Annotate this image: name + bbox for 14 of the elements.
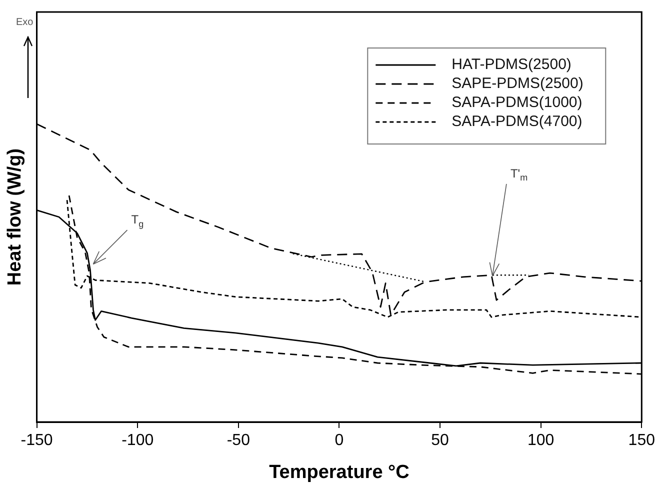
legend-label: SAPE-PDMS(2500) [452, 75, 584, 92]
text: Exo [16, 16, 34, 28]
x-tick-label: -150 [20, 432, 53, 450]
legend-label: HAT-PDMS(2500) [452, 56, 572, 74]
legend-label: SAPA-PDMS(1000) [452, 94, 582, 112]
y-axis-title: Heat flow (W/g) [4, 148, 26, 286]
x-tick-label: 150 [628, 432, 656, 450]
x-tick-label: 50 [431, 432, 450, 450]
x-tick-label: -50 [226, 432, 250, 450]
x-tick-label: 100 [527, 432, 554, 450]
x-axis-title: Temperature °C [269, 462, 410, 483]
x-tick-label: 0 [334, 432, 344, 450]
legend-label: SAPA-PDMS(4700) [452, 113, 582, 130]
x-tick-label: -100 [122, 432, 154, 450]
